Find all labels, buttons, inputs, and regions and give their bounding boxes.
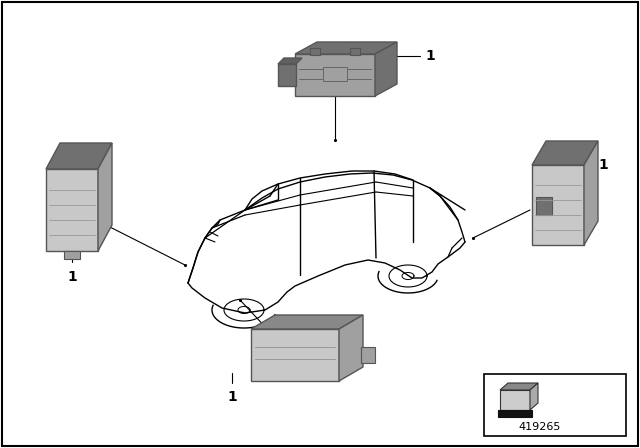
Bar: [295, 54, 375, 96]
Bar: [350, 48, 360, 55]
Bar: [498, 410, 532, 417]
Polygon shape: [278, 58, 302, 64]
Bar: [64, 251, 80, 259]
Text: 1: 1: [598, 158, 608, 172]
Bar: [278, 64, 296, 86]
Polygon shape: [530, 383, 538, 410]
Polygon shape: [46, 143, 112, 169]
Bar: [310, 48, 320, 55]
Bar: [361, 347, 375, 363]
Bar: [532, 165, 584, 245]
Text: 1: 1: [227, 390, 237, 404]
Bar: [536, 197, 552, 215]
Polygon shape: [532, 141, 598, 165]
Polygon shape: [500, 383, 538, 390]
Text: 1: 1: [425, 49, 435, 63]
Polygon shape: [251, 315, 363, 329]
Polygon shape: [98, 143, 112, 251]
Bar: [500, 390, 530, 410]
Polygon shape: [375, 42, 397, 96]
Text: 419265: 419265: [519, 422, 561, 432]
Bar: [46, 169, 98, 251]
Text: 1: 1: [67, 270, 77, 284]
Bar: [484, 374, 626, 436]
Bar: [251, 329, 339, 381]
Polygon shape: [584, 141, 598, 245]
Polygon shape: [339, 315, 363, 381]
Polygon shape: [295, 42, 397, 54]
Bar: [323, 67, 347, 81]
